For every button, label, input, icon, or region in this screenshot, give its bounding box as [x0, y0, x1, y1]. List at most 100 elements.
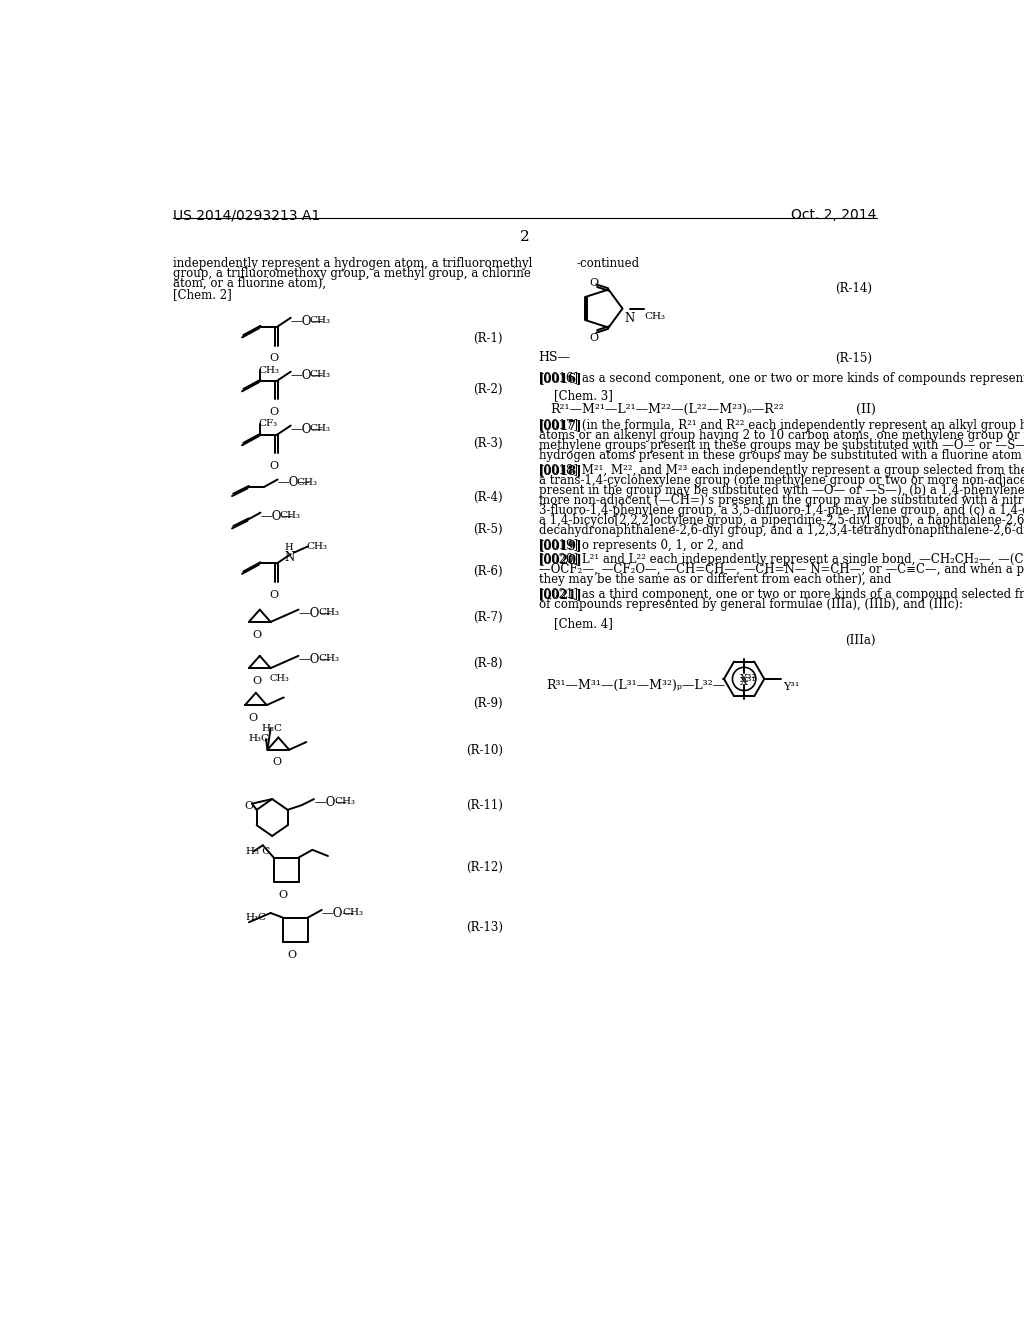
Text: (R-5): (R-5) [473, 524, 503, 536]
Text: O: O [279, 890, 288, 900]
Text: (R-14): (R-14) [835, 281, 872, 294]
Text: X³²: X³² [739, 675, 757, 684]
Text: group, a trifluoromethoxy group, a methyl group, a chlorine: group, a trifluoromethoxy group, a methy… [173, 267, 530, 280]
Text: (R-9): (R-9) [473, 697, 503, 710]
Text: O: O [252, 676, 261, 686]
Text: CH₃: CH₃ [296, 478, 317, 487]
Text: R²¹—M²¹—L²¹—M²²—(L²²—M²³)ₒ—R²²: R²¹—M²¹—L²¹—M²²—(L²²—M²³)ₒ—R²² [550, 403, 784, 416]
Text: CH₃: CH₃ [342, 908, 362, 917]
Text: (R-15): (R-15) [835, 352, 872, 366]
Text: [0021] as a third component, one or two or more kinds of a compound selected fro: [0021] as a third component, one or two … [539, 589, 1024, 601]
Text: O: O [245, 800, 254, 810]
Text: CH₃: CH₃ [306, 543, 328, 550]
Text: (II): (II) [856, 403, 876, 416]
Text: O: O [269, 354, 279, 363]
Text: more non-adjacent (—CH=)’s present in the group may be substituted with a nitrog: more non-adjacent (—CH=)’s present in th… [539, 494, 1024, 507]
Text: (R-4): (R-4) [473, 491, 503, 504]
Text: CH₃: CH₃ [334, 797, 355, 807]
Text: [0017] (in the formula, R²¹ and R²² each independently represent an alkyl group : [0017] (in the formula, R²¹ and R²² each… [539, 420, 1024, 433]
Text: of compounds represented by general formulae (IIIa), (IIIb), and (IIIc):: of compounds represented by general form… [539, 598, 963, 611]
Text: [Chem. 4]: [Chem. 4] [554, 618, 613, 631]
Text: [Chem. 3]: [Chem. 3] [554, 388, 613, 401]
Text: (R-12): (R-12) [466, 861, 503, 874]
Text: [0019]: [0019] [539, 539, 583, 552]
Text: [0020] L²¹ and L²² each independently represent a single bond, —CH₂CH₂—, —(CH₂)₄: [0020] L²¹ and L²² each independently re… [539, 553, 1024, 566]
Text: Y³¹: Y³¹ [783, 682, 799, 692]
Text: US 2014/0293213 A1: US 2014/0293213 A1 [173, 209, 321, 223]
Text: —O—: —O— [314, 796, 347, 809]
Text: present in the group may be substituted with —O— or —S—), (b) a 1,4-phenylene gr: present in the group may be substituted … [539, 484, 1024, 498]
Text: —OCF₂—, —CF₂O—, —CH=CH—, —CH=N— N=CH—, or —C≡C—, and when a plurality of L²²’s a: —OCF₂—, —CF₂O—, —CH=CH—, —CH=N— N=CH—, o… [539, 564, 1024, 577]
Text: —O—: —O— [322, 907, 355, 920]
Text: [0020]: [0020] [539, 553, 583, 566]
Text: H₃C: H₃C [261, 723, 283, 733]
Text: Oct. 2, 2014: Oct. 2, 2014 [792, 209, 877, 223]
Text: H: H [285, 544, 294, 552]
Text: H₃ C: H₃ C [246, 847, 270, 855]
Text: [0018]: [0018] [539, 465, 583, 477]
Text: CH₃: CH₃ [258, 366, 280, 375]
Text: N: N [284, 552, 294, 564]
Text: CF₃: CF₃ [258, 420, 278, 429]
Text: (R-13): (R-13) [466, 921, 503, 933]
Text: atoms or an alkenyl group having 2 to 10 carbon atoms, one methylene group or tw: atoms or an alkenyl group having 2 to 10… [539, 429, 1024, 442]
Text: —O—: —O— [299, 607, 332, 619]
Text: X³¹: X³¹ [739, 677, 757, 688]
Text: (R-10): (R-10) [466, 743, 503, 756]
Text: O: O [272, 758, 282, 767]
Text: a trans-1,4-cyclohexylene group (one methylene group or two or more non-adjacent: a trans-1,4-cyclohexylene group (one met… [539, 474, 1024, 487]
Text: O: O [252, 630, 261, 640]
Text: (R-6): (R-6) [473, 565, 503, 578]
Text: O: O [589, 333, 598, 343]
Text: CH₃: CH₃ [318, 655, 340, 663]
Text: O: O [589, 279, 598, 288]
Text: O: O [248, 713, 257, 723]
Text: [0021]: [0021] [539, 589, 583, 601]
Text: (IIIa): (IIIa) [846, 635, 876, 647]
Text: independently represent a hydrogen atom, a trifluoromethyl: independently represent a hydrogen atom,… [173, 257, 532, 271]
Text: [0018] M²¹, M²², and M²³ each independently represent a group selected from the : [0018] M²¹, M²², and M²³ each independen… [539, 465, 1024, 477]
Text: 3-fluoro-1,4-phenylene group, a 3,5-difluoro-1,4-phe- nylene group, and (c) a 1,: 3-fluoro-1,4-phenylene group, a 3,5-difl… [539, 504, 1024, 517]
Text: CH₃: CH₃ [309, 424, 331, 433]
Text: O: O [269, 407, 279, 417]
Text: —O—: —O— [291, 422, 324, 436]
Text: decahydronaphthalene-2,6-diyl group, and a 1,2,3,4-tetrahydronaphthalene-2,6-diy: decahydronaphthalene-2,6-diyl group, and… [539, 524, 1024, 537]
Text: CH₃: CH₃ [269, 675, 289, 684]
Text: —O—: —O— [291, 314, 324, 327]
Text: they may be the same as or different from each other), and: they may be the same as or different fro… [539, 573, 891, 586]
Text: R³¹—M³¹—(L³¹—M³²)ₚ—L³²—: R³¹—M³¹—(L³¹—M³²)ₚ—L³²— [547, 678, 726, 692]
Text: atom, or a fluorine atom),: atom, or a fluorine atom), [173, 277, 326, 290]
Text: H₃C: H₃C [246, 913, 267, 921]
Text: —O—: —O— [260, 510, 294, 523]
Text: [0019] o represents 0, 1, or 2, and: [0019] o represents 0, 1, or 2, and [539, 539, 743, 552]
Text: —O—: —O— [278, 477, 310, 490]
Text: (R-2): (R-2) [473, 383, 503, 396]
Text: O: O [269, 590, 279, 599]
Text: (R-7): (R-7) [473, 611, 503, 624]
Text: 2: 2 [520, 230, 529, 244]
Text: (R-1): (R-1) [473, 333, 503, 346]
Text: O: O [288, 950, 297, 960]
Text: CH₃: CH₃ [309, 370, 331, 379]
Text: [0017]: [0017] [539, 420, 583, 433]
Text: CH₃: CH₃ [280, 511, 300, 520]
Text: (R-3): (R-3) [473, 437, 503, 450]
Text: -continued: -continued [577, 257, 640, 271]
Text: CH₃: CH₃ [644, 312, 666, 321]
Text: hydrogen atoms present in these groups may be substituted with a fluorine atom o: hydrogen atoms present in these groups m… [539, 449, 1024, 462]
Text: CH₃: CH₃ [318, 609, 340, 616]
Text: a 1,4-bicyclo[2,2,2]octylene group, a piperidine-2,5-diyl group, a naphthalene-2: a 1,4-bicyclo[2,2,2]octylene group, a pi… [539, 515, 1024, 527]
Text: H₃C: H₃C [249, 734, 270, 743]
Text: [0016]: [0016] [539, 372, 583, 385]
Text: (R-11): (R-11) [466, 799, 503, 812]
Text: CH₃: CH₃ [309, 317, 331, 325]
Text: (R-8): (R-8) [473, 657, 503, 671]
Text: —O—: —O— [291, 368, 324, 381]
Text: —O—: —O— [299, 653, 332, 665]
Text: [0016] as a second component, one or two or more kinds of compounds represented : [0016] as a second component, one or two… [539, 372, 1024, 385]
Text: methylene groups present in these groups may be substituted with —O— or —S—, and: methylene groups present in these groups… [539, 440, 1024, 453]
Text: [Chem. 2]: [Chem. 2] [173, 289, 231, 301]
Text: O: O [269, 461, 279, 471]
Text: HS—: HS— [539, 351, 570, 364]
Text: N: N [624, 312, 634, 325]
